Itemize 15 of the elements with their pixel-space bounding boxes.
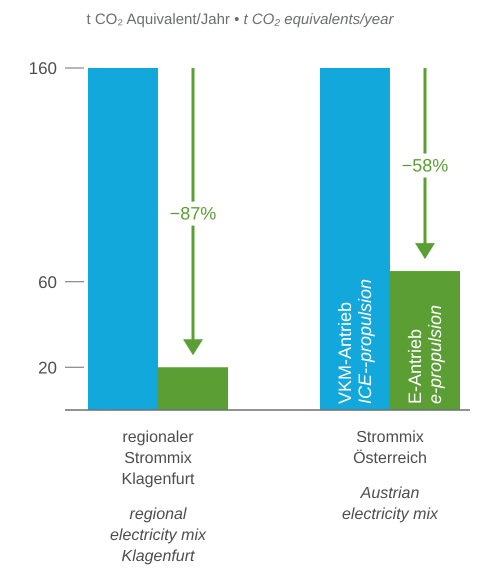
bar <box>88 68 158 410</box>
annotation: −58% <box>402 156 448 176</box>
bar <box>320 68 390 410</box>
x-tick-label: regionaler Strommix Klagenfurt regional electricity mix Klagenfurt <box>110 429 207 565</box>
bar <box>158 367 228 410</box>
y-tick-label: 60 <box>38 272 57 292</box>
annotation: −87% <box>170 204 216 224</box>
x-tick-label: Strommix Österreich Austrian electricity mix <box>342 429 439 523</box>
bar <box>390 271 460 410</box>
chart-title: t CO₂ Aquivalent/Jahr • <box>86 11 244 28</box>
series-label: VKM-Antrieb ICE--propulsion <box>335 278 375 404</box>
y-tick-label: 160 <box>28 59 57 78</box>
chart-subtitle: t CO₂ equivalents/year <box>244 11 394 28</box>
series-label: E-Antrieb e-propulsion <box>405 304 445 404</box>
y-tick-label: 20 <box>38 358 57 378</box>
